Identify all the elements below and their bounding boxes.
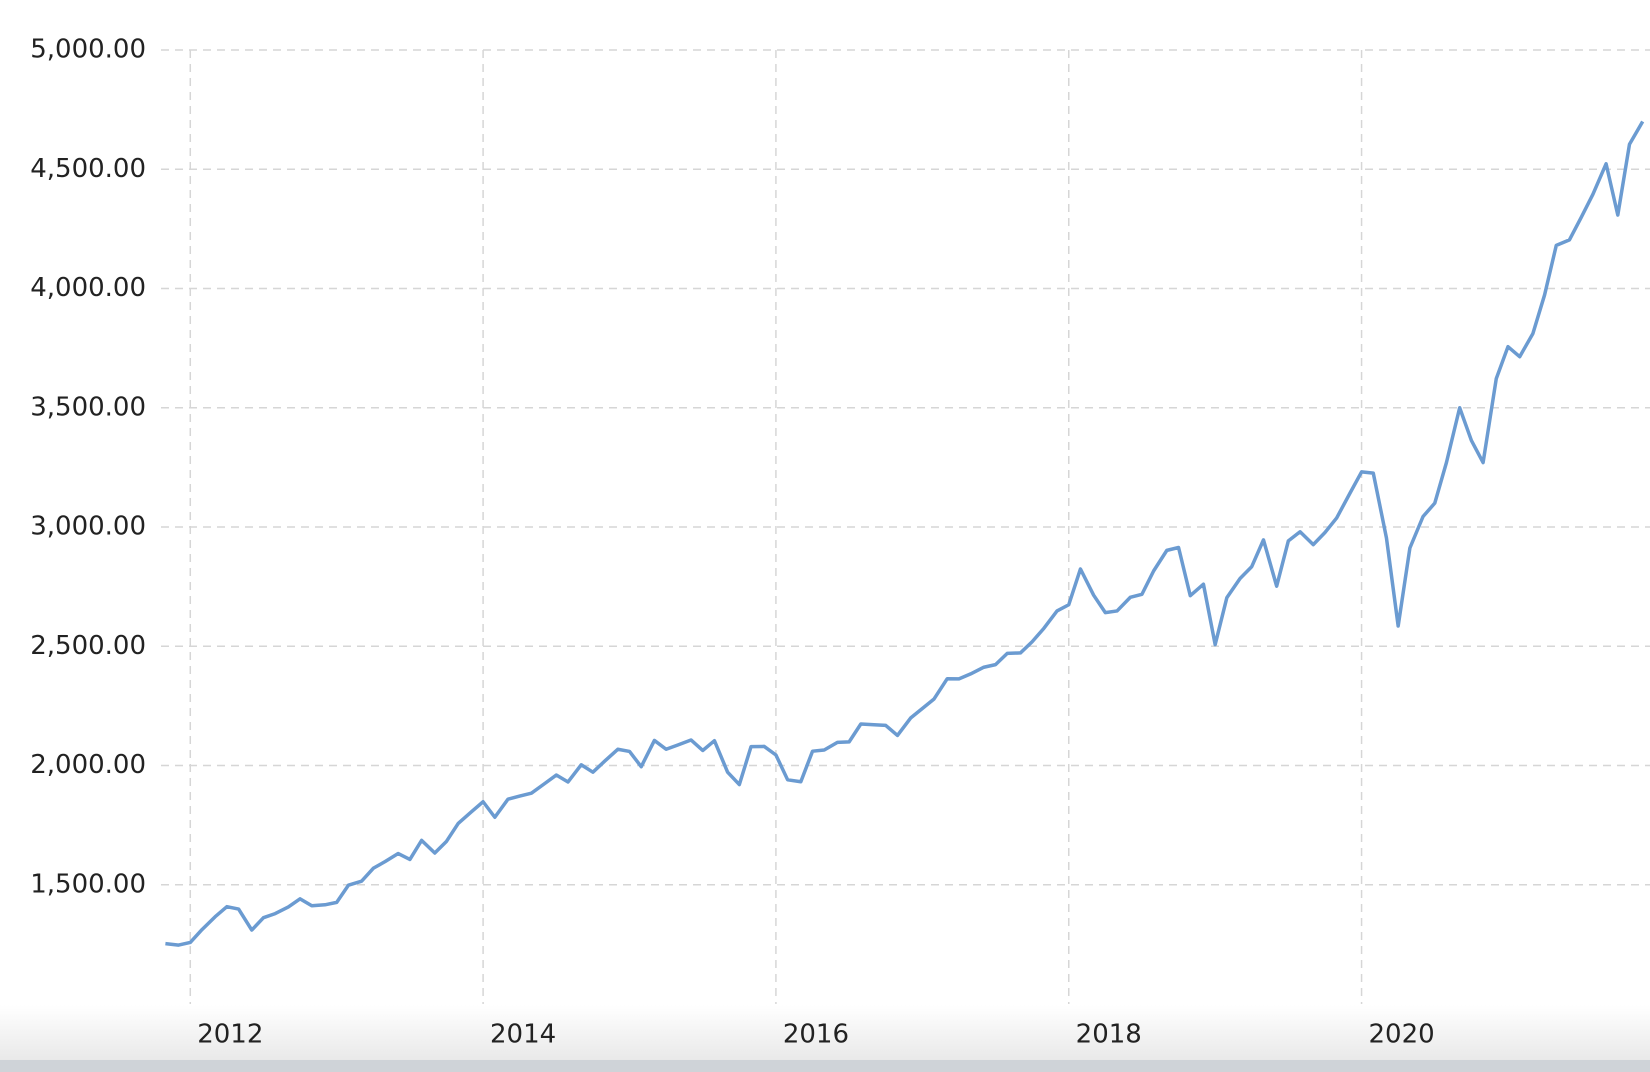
y-tick-label: 2,500.00 [30, 631, 146, 661]
x-tick-label: 2014 [490, 1020, 556, 1050]
x-tick-label: 2016 [783, 1020, 849, 1050]
scrollbar [0, 1060, 1650, 1072]
plot [165, 120, 1645, 947]
data-line [165, 120, 1645, 947]
x-tick-label: 2020 [1368, 1020, 1434, 1050]
x-tick-label: 2018 [1076, 1020, 1142, 1050]
y-tick-label: 5,000.00 [30, 35, 146, 65]
y-tick-label: 3,500.00 [30, 392, 146, 422]
y-tick-label: 4,500.00 [30, 154, 146, 184]
y-tick-label: 1,500.00 [30, 869, 146, 899]
x-tick-label: 2012 [197, 1020, 263, 1050]
y-tick-label: 4,000.00 [30, 273, 146, 303]
y-tick-label: 3,000.00 [30, 512, 146, 542]
grid [161, 49, 1650, 1004]
navigator-band [0, 1005, 1650, 1060]
y-tick-label: 2,000.00 [30, 750, 146, 780]
